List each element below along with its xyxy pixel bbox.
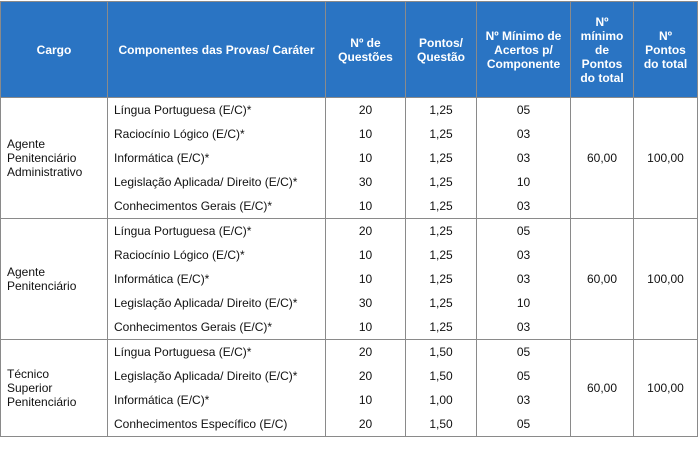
table-row: Agente Penitenciário Administrativo Língu… bbox=[0, 97, 698, 219]
component-cell: Conhecimentos Gerais (E/C)* bbox=[107, 194, 326, 219]
points-cell: 1,50 bbox=[405, 339, 477, 364]
component-cell: Legislação Aplicada/ Direito (E/C)* bbox=[107, 170, 326, 194]
cargo-text: Agente Penitenciário bbox=[7, 265, 77, 293]
table-row: Legislação Aplicada/ Direito (E/C)* 30 1,2… bbox=[1, 170, 698, 194]
component-cell: Informática (E/C)* bbox=[107, 146, 326, 170]
min-hits-cell: 05 bbox=[476, 412, 571, 437]
points-cell: 1,25 bbox=[405, 97, 477, 122]
cargo-text: Agente Penitenciário Administrativo bbox=[7, 137, 83, 179]
questions-cell: 20 bbox=[325, 97, 406, 122]
table-row: Informática (E/C)* 10 1,25 03 bbox=[1, 146, 698, 170]
min-hits-cell: 03 bbox=[476, 146, 571, 170]
points-cell: 1,25 bbox=[405, 170, 477, 194]
min-hits-cell: 05 bbox=[476, 218, 571, 243]
table-row: Raciocínio Lógico (E/C)* 10 1,25 03 bbox=[1, 243, 698, 267]
header-cell: Componentes das Provas/ Caráter bbox=[107, 1, 326, 98]
header-row: Cargo Componentes das Provas/ Caráter Nº… bbox=[0, 1, 698, 98]
min-hits-cell: 05 bbox=[476, 364, 571, 388]
table-body: Agente Penitenciário Administrativo Língu… bbox=[0, 97, 698, 437]
min-hits-cell: 03 bbox=[476, 243, 571, 267]
component-cell: Língua Portuguesa (E/C)* bbox=[107, 97, 326, 122]
questions-cell: 10 bbox=[325, 146, 406, 170]
questions-cell: 30 bbox=[325, 170, 406, 194]
component-cell: Legislação Aplicada/ Direito (E/C)* bbox=[107, 291, 326, 315]
questions-cell: 20 bbox=[325, 364, 406, 388]
table-row: Conhecimentos Gerais (E/C)* 10 1,25 03 bbox=[1, 315, 698, 340]
min-hits-cell: 03 bbox=[476, 194, 571, 219]
component-cell: Conhecimentos Gerais (E/C)* bbox=[107, 315, 326, 340]
table-row: Informática (E/C)* 10 1,25 03 bbox=[1, 267, 698, 291]
min-hits-cell: 10 bbox=[476, 170, 571, 194]
component-cell: Informática (E/C)* bbox=[107, 267, 326, 291]
min-hits-cell: 03 bbox=[476, 388, 571, 412]
questions-cell: 10 bbox=[325, 267, 406, 291]
questions-cell: 10 bbox=[325, 122, 406, 146]
exam-table: Cargo Componentes das Provas/ Caráter Nº… bbox=[0, 1, 698, 437]
cargo-cell: Agente Penitenciário bbox=[0, 218, 108, 340]
min-points-cell: 60,00 bbox=[570, 218, 634, 340]
header-cell: Pontos/ Questão bbox=[405, 1, 477, 98]
component-cell: Legislação Aplicada/ Direito (E/C)* bbox=[107, 364, 326, 388]
header-cell: Nº de Questões bbox=[325, 1, 406, 98]
points-cell: 1,25 bbox=[405, 122, 477, 146]
header-cell: Nº Pontos do total bbox=[633, 1, 698, 98]
points-cell: 1,50 bbox=[405, 412, 477, 437]
points-cell: 1,25 bbox=[405, 291, 477, 315]
cargo-cell: Agente Penitenciário Administrativo bbox=[0, 97, 108, 219]
total-points-cell: 100,00 bbox=[633, 218, 698, 340]
points-cell: 1,25 bbox=[405, 194, 477, 219]
cargo-cell: Técnico Superior Penitenciário bbox=[0, 339, 108, 437]
questions-cell: 20 bbox=[325, 339, 406, 364]
component-cell: Raciocínio Lógico (E/C)* bbox=[107, 243, 326, 267]
min-hits-cell: 05 bbox=[476, 339, 571, 364]
points-cell: 1,00 bbox=[405, 388, 477, 412]
table-row: Legislação Aplicada/ Direito (E/C)* 30 1,2… bbox=[1, 291, 698, 315]
questions-cell: 10 bbox=[325, 388, 406, 412]
points-cell: 1,25 bbox=[405, 218, 477, 243]
min-points-cell: 60,00 bbox=[570, 97, 634, 219]
questions-cell: 10 bbox=[325, 243, 406, 267]
questions-cell: 10 bbox=[325, 194, 406, 219]
min-hits-cell: 10 bbox=[476, 291, 571, 315]
points-cell: 1,50 bbox=[405, 364, 477, 388]
total-points-cell: 100,00 bbox=[633, 339, 698, 437]
header-cell: Nº mínimo de Pontos do total bbox=[570, 1, 634, 98]
component-cell: Língua Portuguesa (E/C)* bbox=[107, 339, 326, 364]
table-row: Raciocínio Lógico (E/C)* 10 1,25 03 bbox=[1, 122, 698, 146]
min-hits-cell: 05 bbox=[476, 97, 571, 122]
table-row: Técnico Superior Penitenciário Língua Por… bbox=[0, 339, 698, 437]
total-points-cell: 100,00 bbox=[633, 97, 698, 219]
min-hits-cell: 03 bbox=[476, 315, 571, 340]
component-cell: Língua Portuguesa (E/C)* bbox=[107, 218, 326, 243]
min-points-cell: 60,00 bbox=[570, 339, 634, 437]
cargo-text: Técnico Superior Penitenciário bbox=[7, 367, 77, 409]
points-cell: 1,25 bbox=[405, 267, 477, 291]
min-hits-cell: 03 bbox=[476, 122, 571, 146]
points-cell: 1,25 bbox=[405, 243, 477, 267]
table-row: Legislação Aplicada/ Direito (E/C)* 20 1,5… bbox=[1, 364, 698, 388]
questions-cell: 20 bbox=[325, 412, 406, 437]
points-cell: 1,25 bbox=[405, 146, 477, 170]
component-cell: Raciocínio Lógico (E/C)* bbox=[107, 122, 326, 146]
points-cell: 1,25 bbox=[405, 315, 477, 340]
header-cell: Cargo bbox=[0, 1, 108, 98]
min-hits-cell: 03 bbox=[476, 267, 571, 291]
questions-cell: 20 bbox=[325, 218, 406, 243]
table-row: Conhecimentos Específico (E/C) 20 1,50 05 bbox=[1, 412, 698, 437]
questions-cell: 30 bbox=[325, 291, 406, 315]
table-row: Informática (E/C)* 10 1,00 03 bbox=[1, 388, 698, 412]
component-cell: Informática (E/C)* bbox=[107, 388, 326, 412]
table-row: Agente Penitenciário Língua Portuguesa (E… bbox=[0, 218, 698, 340]
component-cell: Conhecimentos Específico (E/C) bbox=[107, 412, 326, 437]
questions-cell: 10 bbox=[325, 315, 406, 340]
header-cell: Nº Mínimo de Acertos p/ Componente bbox=[476, 1, 571, 98]
